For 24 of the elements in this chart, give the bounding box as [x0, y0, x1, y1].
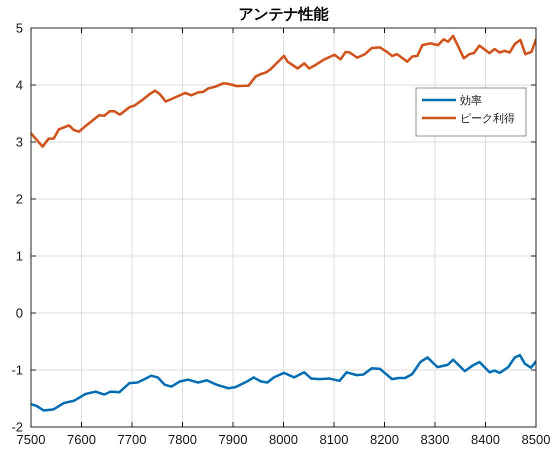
line-series	[31, 34, 536, 148]
x-tick-label: 8000	[269, 432, 298, 447]
y-tick-label: 4	[16, 78, 23, 92]
x-tick-label: 7600	[67, 432, 96, 447]
x-tick-label: 8100	[320, 432, 348, 447]
y-tick-label: -2	[11, 420, 23, 434]
x-tick-label: 8500	[522, 432, 550, 447]
legend-label: 効率	[460, 94, 482, 107]
y-tick-label: 2	[16, 192, 23, 206]
x-tick-label: 7800	[168, 432, 197, 447]
legend-label: ピーク利得	[460, 112, 515, 125]
y-tick-label: 0	[16, 306, 23, 320]
chart-title: アンテナ性能	[238, 6, 330, 23]
x-tick-label: 7500	[16, 432, 46, 447]
x-tick-label: 8300	[420, 432, 450, 447]
x-tick-label: 7700	[118, 432, 146, 447]
x-tick-label: 8400	[471, 432, 500, 447]
y-tick-label: 5	[16, 20, 23, 36]
x-tick-label: 7900	[218, 432, 248, 447]
x-tick-label: 8200	[370, 432, 399, 447]
y-tick-label: 1	[16, 248, 23, 264]
y-tick-label: -1	[11, 362, 23, 378]
y-tick-label: 3	[16, 134, 23, 150]
line-series	[31, 354, 536, 412]
